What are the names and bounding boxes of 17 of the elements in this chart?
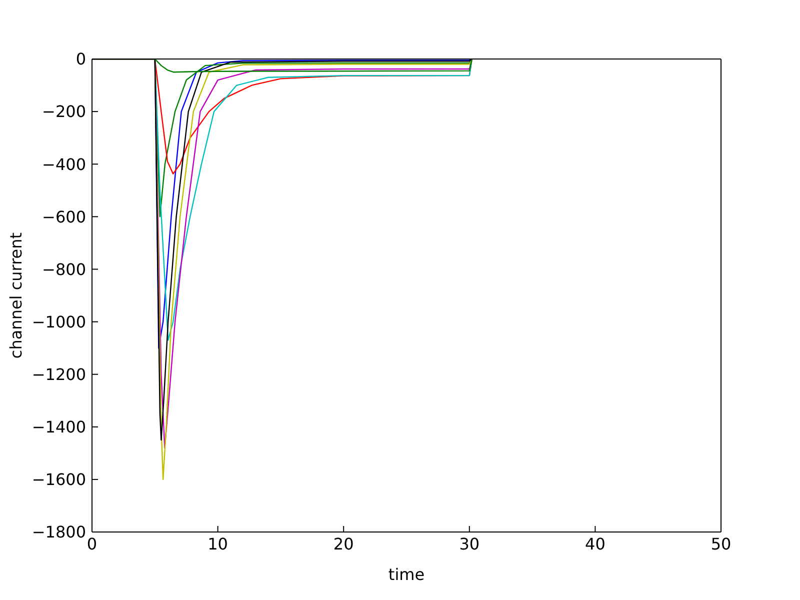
y-tick-label: −800 [42,260,86,279]
y-tick-label: −600 [42,207,86,226]
y-tick-label: −1200 [32,365,86,384]
x-tick-label: 40 [585,534,606,554]
y-tick-label: −1000 [32,312,86,332]
y-tick-label: −200 [42,102,86,122]
x-tick-label: 50 [710,534,732,554]
y-tick-label: −1800 [32,522,86,542]
y-tick-label: 0 [76,50,86,69]
x-tick-label: 30 [459,534,480,554]
y-tick-label: −1400 [32,418,86,437]
y-tick-label: −1600 [32,470,86,490]
x-axis-title: time [388,565,425,584]
x-tick-label: 10 [208,534,228,554]
x-tick-label: 20 [333,534,354,554]
y-tick-label: −400 [42,154,86,174]
y-axis-title: channel current [6,232,26,359]
